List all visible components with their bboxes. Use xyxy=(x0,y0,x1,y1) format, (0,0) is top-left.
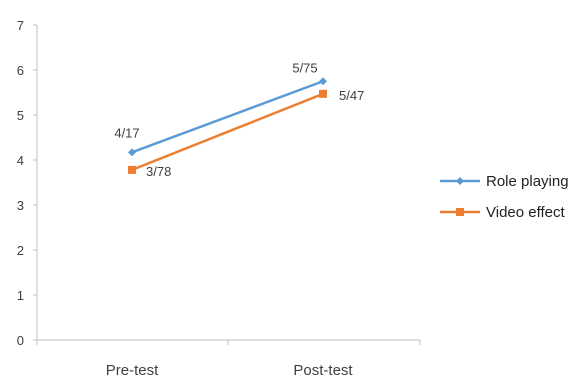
y-tick-label-4: 4 xyxy=(17,153,24,168)
series-line-0 xyxy=(131,80,324,154)
data-labels: 4/17 5/75 3/78 5/47 xyxy=(114,60,364,179)
series-0-point-1 xyxy=(319,77,327,86)
series-lines xyxy=(128,77,327,174)
series-1-point-1 xyxy=(319,89,327,98)
data-label-1-1: 5/47 xyxy=(339,88,364,103)
data-label-0-1: 5/75 xyxy=(292,60,317,75)
data-label-1-0: 3/78 xyxy=(146,164,171,179)
legend-label-0: Role playing xyxy=(486,173,569,190)
y-axis-tick-labels: 0 1 2 3 4 5 6 7 xyxy=(17,18,24,348)
legend-label-1: Video effect xyxy=(486,204,566,221)
y-tick-label-5: 5 xyxy=(17,108,24,123)
series-line-1 xyxy=(131,92,324,172)
chart-axes xyxy=(33,24,421,345)
y-tick-label-3: 3 xyxy=(17,198,24,213)
x-category-label-1: Post-test xyxy=(293,362,353,378)
series-1-point-0 xyxy=(128,165,136,174)
data-label-0-0: 4/17 xyxy=(114,125,139,140)
y-tick-label-1: 1 xyxy=(17,288,24,303)
y-tick-label-2: 2 xyxy=(17,243,24,258)
series-0-point-0 xyxy=(128,148,136,157)
y-tick-label-7: 7 xyxy=(17,18,24,33)
x-category-label-0: Pre-test xyxy=(106,362,159,378)
x-axis-category-labels: Pre-test Post-test xyxy=(106,362,354,378)
y-tick-label-6: 6 xyxy=(17,63,24,78)
y-tick-label-0: 0 xyxy=(17,333,24,348)
legend-marker-1 xyxy=(456,208,464,216)
legend: Role playing Video effect xyxy=(440,173,569,221)
legend-marker-0 xyxy=(456,177,464,185)
